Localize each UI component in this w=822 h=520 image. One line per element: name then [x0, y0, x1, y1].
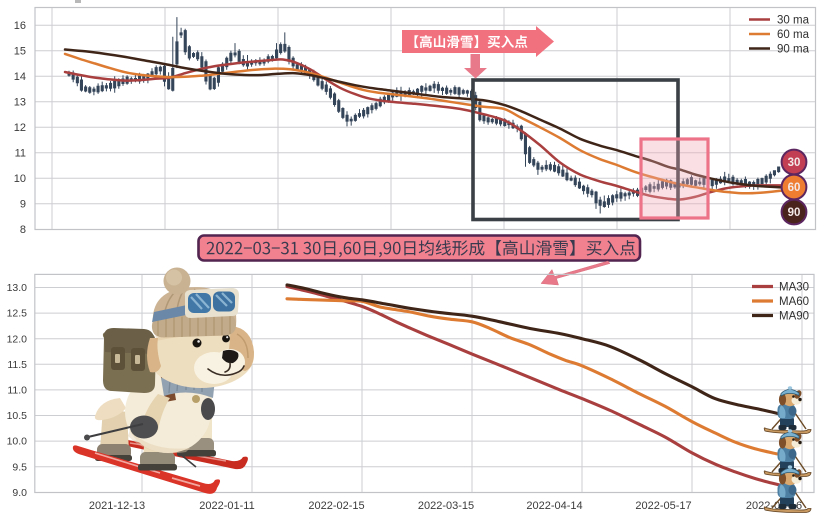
svg-text:13.0: 13.0 [7, 282, 28, 294]
svg-text:11.5: 11.5 [7, 359, 27, 371]
svg-text:9.0: 9.0 [12, 487, 27, 499]
svg-text:30: 30 [788, 157, 801, 169]
svg-text:2022-05-17: 2022-05-17 [635, 500, 691, 512]
svg-text:12.5: 12.5 [7, 308, 28, 320]
svg-text:2022-03-15: 2022-03-15 [418, 500, 474, 512]
svg-text:2022-04-14: 2022-04-14 [526, 500, 582, 512]
svg-text:15: 15 [14, 46, 26, 58]
svg-text:11: 11 [15, 148, 26, 160]
svg-text:2021-12-13: 2021-12-13 [89, 500, 145, 512]
svg-text:9.5: 9.5 [12, 461, 27, 473]
svg-text:8: 8 [20, 224, 26, 236]
svg-text:60 ma: 60 ma [777, 29, 810, 41]
svg-text:10: 10 [14, 173, 26, 185]
svg-text:9: 9 [20, 199, 26, 211]
svg-text:14: 14 [14, 71, 26, 83]
svg-text:10.5: 10.5 [7, 410, 28, 422]
svg-text:2022-01-11: 2022-01-11 [199, 500, 254, 512]
svg-text:90: 90 [788, 207, 801, 219]
svg-text:60: 60 [788, 182, 801, 194]
svg-text:MA30: MA30 [779, 282, 809, 294]
svg-text:16: 16 [14, 20, 26, 32]
svg-text:12: 12 [14, 122, 26, 134]
svg-text:90 ma: 90 ma [777, 44, 810, 56]
svg-text:13: 13 [14, 97, 26, 109]
svg-text:10.0: 10.0 [7, 436, 28, 448]
svg-text:2022-02-15: 2022-02-15 [308, 500, 364, 512]
svg-text:MA60: MA60 [779, 296, 809, 308]
svg-text:11.0: 11.0 [7, 385, 27, 397]
svg-text:MA90: MA90 [779, 311, 809, 323]
svg-text:12.0: 12.0 [7, 333, 28, 345]
svg-text:30 ma: 30 ma [777, 15, 810, 27]
